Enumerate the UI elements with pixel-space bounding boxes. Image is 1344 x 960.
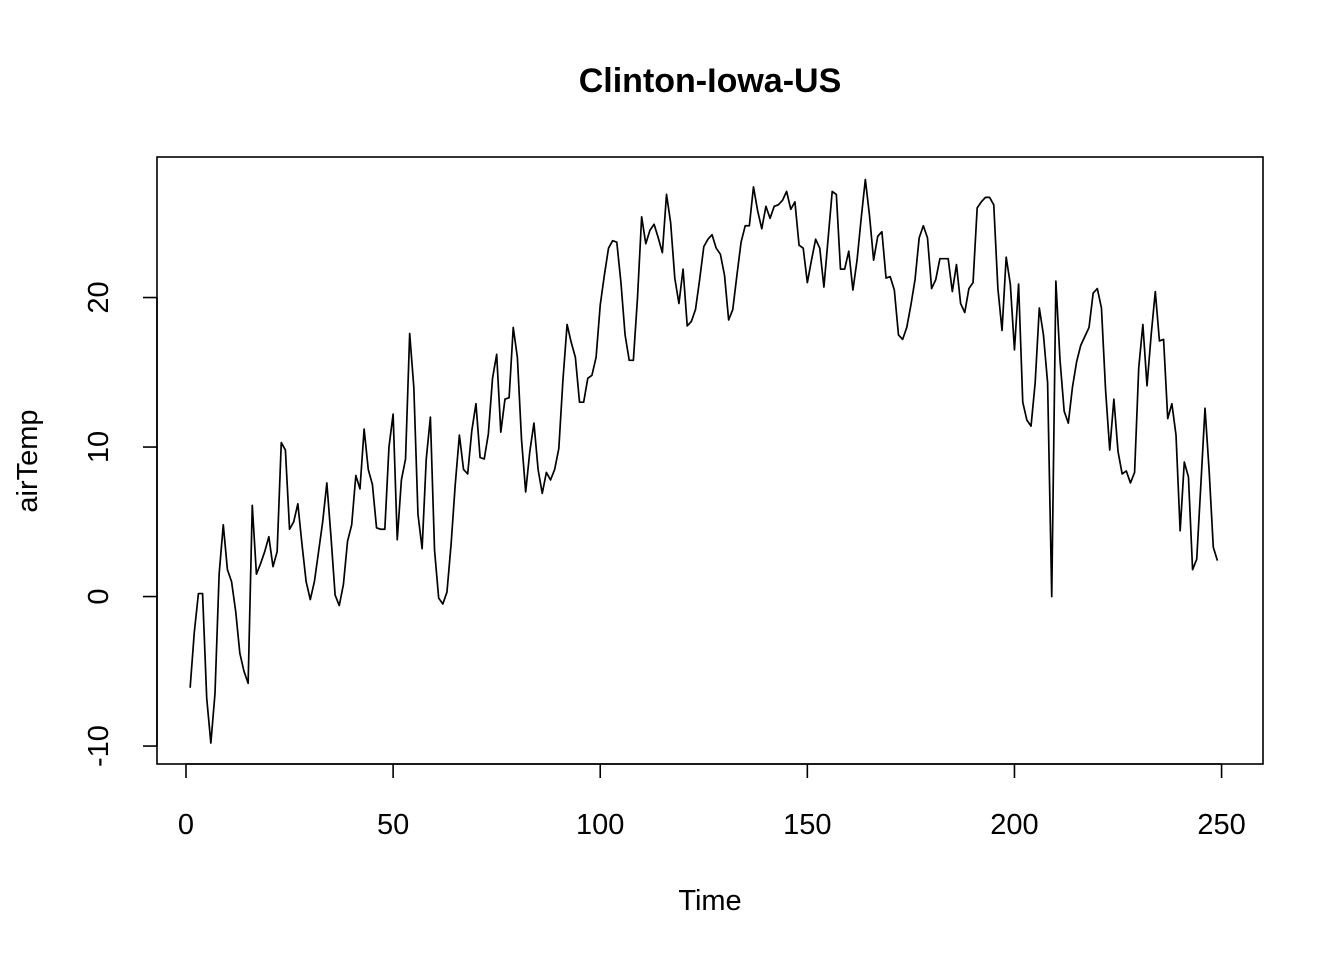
- y-tick-label: 0: [83, 588, 115, 604]
- y-tick-label: -10: [83, 725, 115, 767]
- series-line: [189, 178, 1219, 744]
- x-tick-label: 100: [576, 809, 624, 841]
- x-tick-label: 50: [377, 809, 409, 841]
- x-tick-label: 150: [783, 809, 831, 841]
- plot-frame: [156, 156, 1264, 765]
- x-axis: 0 50 100 150 200 250: [178, 763, 1246, 841]
- x-tick-label: 200: [990, 809, 1038, 841]
- x-tick-label: 0: [178, 809, 194, 841]
- x-axis-label: Time: [678, 885, 741, 917]
- chart-title: Clinton-Iowa-US: [579, 62, 842, 100]
- y-axis-label: airTemp: [12, 409, 44, 512]
- y-tick-label: 10: [83, 431, 115, 463]
- y-tick-label: 20: [83, 281, 115, 313]
- y-axis: -10 0 10 20: [83, 281, 158, 767]
- x-tick-label: 250: [1197, 809, 1245, 841]
